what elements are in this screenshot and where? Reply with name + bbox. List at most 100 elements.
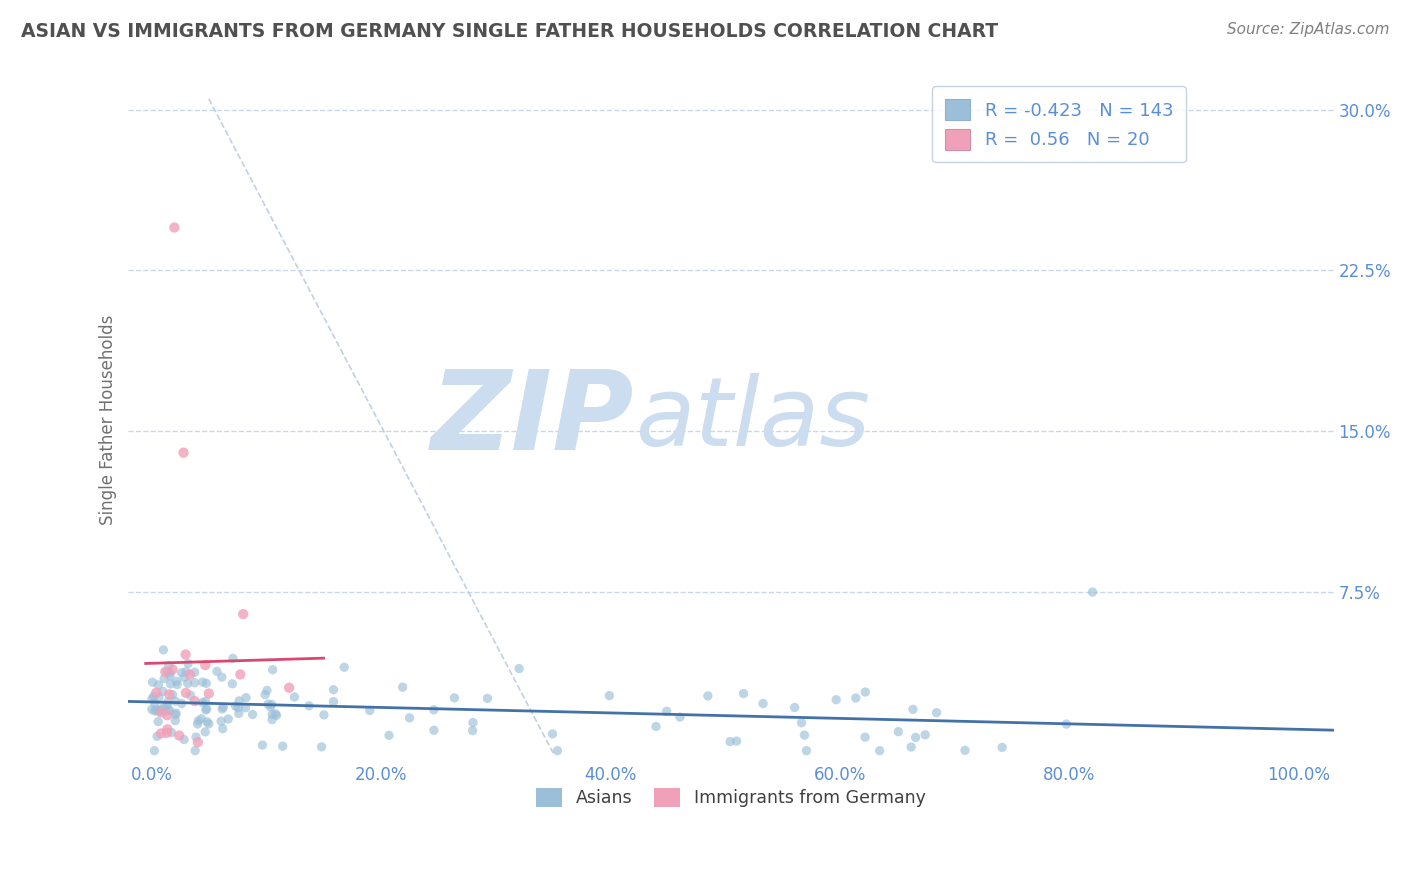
Point bbox=[322, 682, 344, 697]
Point bbox=[914, 728, 936, 742]
Point bbox=[359, 704, 381, 718]
Point bbox=[143, 744, 166, 758]
Point bbox=[194, 703, 217, 717]
Point bbox=[262, 663, 284, 677]
Point bbox=[266, 708, 288, 723]
Point bbox=[212, 700, 235, 714]
Point bbox=[696, 689, 718, 703]
Point bbox=[226, 700, 249, 714]
Point bbox=[177, 657, 200, 671]
Point bbox=[783, 700, 806, 714]
Point bbox=[953, 743, 976, 757]
Point bbox=[477, 691, 499, 706]
Point bbox=[211, 702, 233, 716]
Point bbox=[264, 706, 287, 721]
Point bbox=[143, 704, 166, 718]
Point bbox=[312, 707, 335, 722]
Point bbox=[195, 714, 218, 729]
Point bbox=[257, 697, 280, 711]
Point bbox=[186, 717, 208, 731]
Point bbox=[146, 729, 169, 743]
Point bbox=[156, 695, 179, 709]
Point bbox=[191, 696, 214, 710]
Point bbox=[322, 694, 344, 708]
Point bbox=[900, 739, 922, 754]
Point bbox=[725, 734, 748, 748]
Text: Source: ZipAtlas.com: Source: ZipAtlas.com bbox=[1226, 22, 1389, 37]
Point bbox=[195, 676, 218, 690]
Point bbox=[925, 706, 948, 720]
Text: ZIP: ZIP bbox=[432, 366, 634, 473]
Point bbox=[179, 688, 201, 702]
Point bbox=[217, 712, 239, 726]
Point bbox=[157, 658, 180, 673]
Point bbox=[174, 648, 197, 662]
Point bbox=[598, 689, 620, 703]
Point bbox=[163, 220, 186, 235]
Point bbox=[283, 690, 305, 704]
Point bbox=[187, 714, 209, 728]
Point bbox=[887, 724, 910, 739]
Point bbox=[156, 723, 179, 737]
Point bbox=[166, 678, 188, 692]
Point bbox=[235, 690, 257, 705]
Point bbox=[177, 676, 200, 690]
Point bbox=[546, 744, 568, 758]
Point bbox=[152, 643, 174, 657]
Point bbox=[190, 712, 212, 726]
Point bbox=[252, 738, 274, 752]
Point bbox=[148, 714, 170, 729]
Point bbox=[645, 719, 668, 733]
Point bbox=[174, 665, 197, 679]
Point bbox=[157, 687, 180, 701]
Point bbox=[229, 667, 252, 681]
Point bbox=[845, 691, 868, 706]
Point bbox=[194, 725, 217, 739]
Point bbox=[669, 710, 692, 724]
Point bbox=[221, 677, 243, 691]
Point bbox=[141, 675, 163, 690]
Point bbox=[148, 690, 170, 705]
Point bbox=[991, 740, 1014, 755]
Point bbox=[162, 663, 184, 677]
Point bbox=[461, 723, 484, 738]
Point bbox=[461, 715, 484, 730]
Point bbox=[259, 699, 281, 714]
Point bbox=[191, 675, 214, 690]
Point bbox=[853, 685, 876, 699]
Legend: Asians, Immigrants from Germany: Asians, Immigrants from Germany bbox=[530, 781, 932, 814]
Point bbox=[242, 707, 264, 722]
Point bbox=[825, 692, 848, 706]
Point bbox=[228, 706, 250, 721]
Point bbox=[333, 660, 356, 674]
Point bbox=[150, 706, 173, 720]
Point bbox=[165, 706, 187, 720]
Text: ASIAN VS IMMIGRANTS FROM GERMANY SINGLE FATHER HOUSEHOLDS CORRELATION CHART: ASIAN VS IMMIGRANTS FROM GERMANY SINGLE … bbox=[21, 22, 998, 41]
Point bbox=[174, 686, 197, 700]
Point bbox=[165, 707, 187, 722]
Point bbox=[173, 671, 195, 685]
Point bbox=[790, 715, 813, 730]
Point bbox=[183, 675, 205, 690]
Point bbox=[173, 732, 195, 747]
Point bbox=[901, 702, 924, 716]
Point bbox=[225, 699, 247, 714]
Text: atlas: atlas bbox=[634, 373, 869, 466]
Point bbox=[271, 739, 294, 754]
Point bbox=[198, 716, 221, 731]
Point bbox=[156, 726, 179, 740]
Point bbox=[141, 702, 163, 716]
Point bbox=[869, 744, 891, 758]
Point bbox=[228, 694, 250, 708]
Point bbox=[187, 735, 209, 749]
Point bbox=[143, 697, 166, 711]
Point bbox=[159, 669, 181, 683]
Point bbox=[222, 651, 245, 665]
Point bbox=[796, 744, 818, 758]
Point bbox=[423, 723, 446, 738]
Point bbox=[179, 667, 201, 681]
Point bbox=[160, 725, 183, 739]
Point bbox=[148, 678, 170, 692]
Point bbox=[162, 688, 184, 702]
Point bbox=[156, 704, 179, 718]
